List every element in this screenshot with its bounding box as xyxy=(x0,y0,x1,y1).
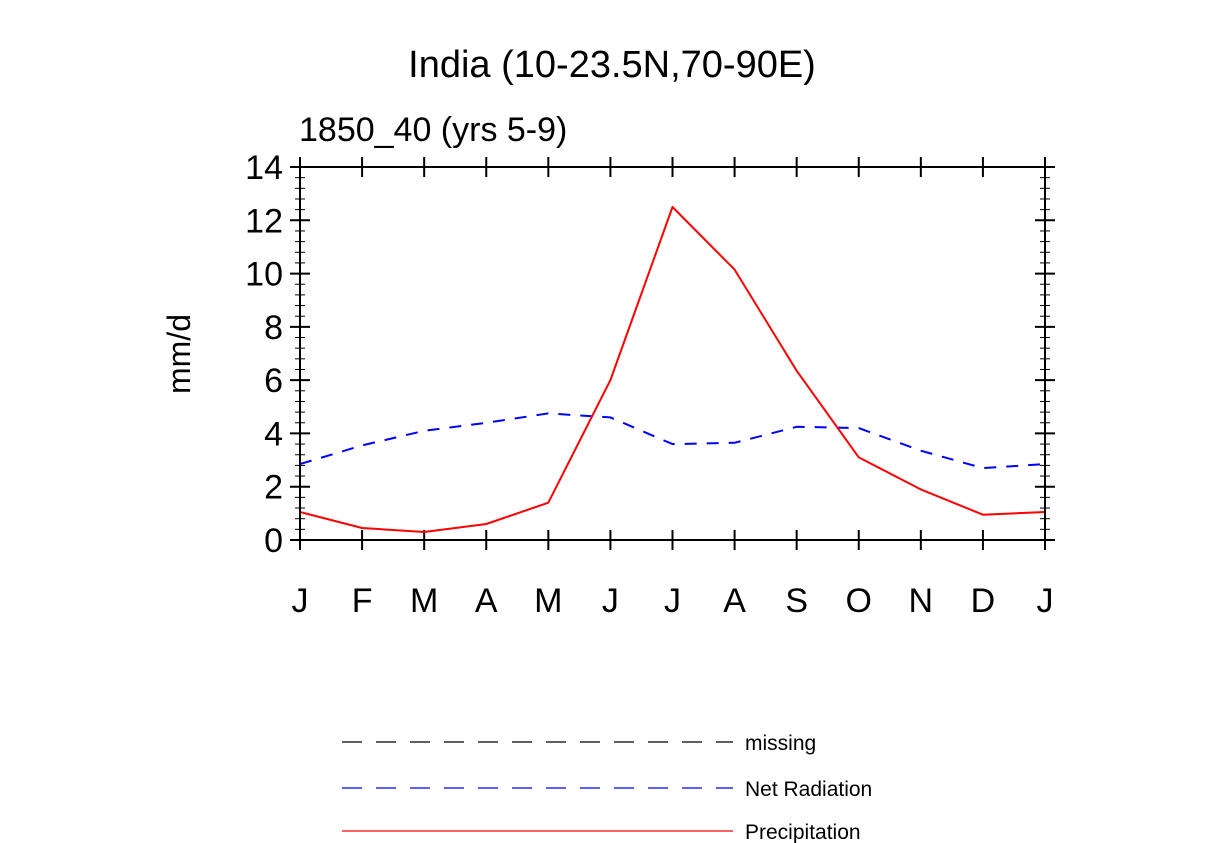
y-axis-label: mm/d xyxy=(161,314,197,394)
x-tick-label: J xyxy=(664,582,681,620)
y-tick-label: 14 xyxy=(245,149,283,187)
y-tick-labels: 0 2 4 6 8 10 12 14 xyxy=(245,149,283,560)
y-tick-label: 10 xyxy=(245,256,283,294)
series-line-net-radiation xyxy=(299,412,1046,470)
x-tick-label: S xyxy=(785,582,808,620)
y-tick-label: 4 xyxy=(264,415,283,453)
x-tick-label: M xyxy=(410,582,438,620)
x-tick-label: O xyxy=(846,582,872,620)
x-tick-label: M xyxy=(534,582,562,620)
x-tick-label: D xyxy=(971,582,996,620)
chart-subtitle: 1850_40 (yrs 5-9) xyxy=(299,111,567,149)
chart-title: India (10-23.5N,70-90E) xyxy=(408,44,816,86)
x-tick-label: A xyxy=(723,582,746,620)
x-tick-label: J xyxy=(602,582,619,620)
x-tick-label: F xyxy=(352,582,373,620)
legend-label: Precipitation xyxy=(745,821,861,843)
x-tick-label: J xyxy=(1037,582,1054,620)
x-tick-label: A xyxy=(475,582,498,620)
x-tick-label: J xyxy=(292,582,309,620)
y-tick-label: 2 xyxy=(264,469,283,507)
legend: missing Net Radiation Precipitation xyxy=(342,732,872,843)
y-tick-label: 12 xyxy=(245,202,283,240)
axis-ticks xyxy=(290,157,1055,550)
series-line-precipitation xyxy=(299,206,1046,533)
y-tick-label: 0 xyxy=(264,522,283,560)
legend-label: Net Radiation xyxy=(745,778,872,801)
series-layer xyxy=(299,206,1046,533)
x-tick-label: N xyxy=(909,582,934,620)
legend-label: missing xyxy=(745,732,816,755)
plot-frame xyxy=(299,166,1046,541)
y-tick-label: 6 xyxy=(264,362,283,400)
y-tick-label: 8 xyxy=(264,309,283,347)
